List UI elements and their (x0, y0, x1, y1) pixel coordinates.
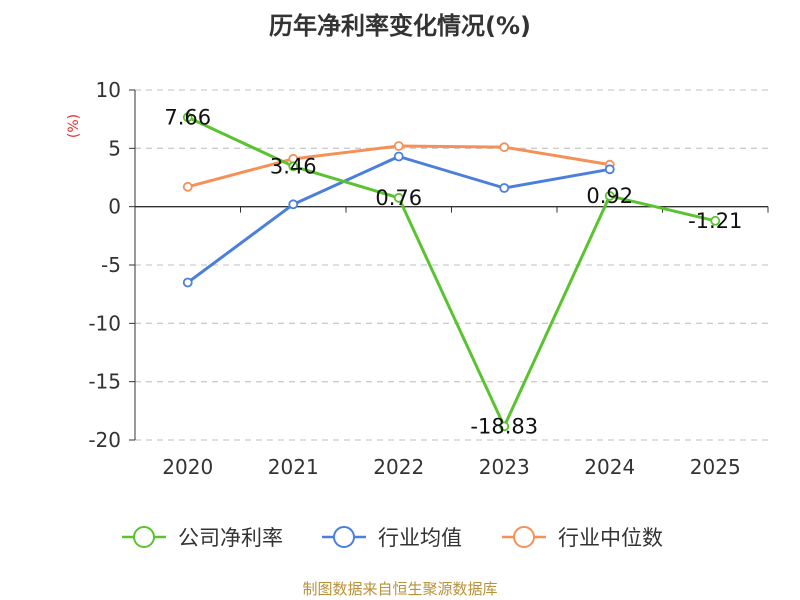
series-1 (182, 151, 615, 288)
data-label: 7.66 (164, 105, 211, 129)
legend-label: 行业中位数 (558, 526, 663, 550)
data-point (604, 164, 615, 175)
x-tick-label: 2021 (268, 455, 319, 479)
x-tick-label: 2020 (162, 455, 213, 479)
y-tick-label: 5 (108, 136, 121, 160)
data-point (710, 215, 721, 226)
legend-label: 公司净利率 (178, 526, 283, 550)
legend-marker (133, 526, 155, 548)
data-label: -18.83 (470, 414, 538, 438)
legend-marker (513, 526, 535, 548)
data-point (499, 142, 510, 153)
x-tick-label: 2022 (373, 455, 424, 479)
legend-label: 行业均值 (378, 526, 462, 550)
data-point (393, 141, 404, 151)
legend-item-0: 公司净利率 (122, 526, 283, 550)
data-label: 3.46 (270, 154, 317, 178)
source-note: 制图数据来自恒生聚源数据库 (302, 580, 497, 598)
y-tick-label: -5 (101, 253, 121, 277)
y-tick-label: 10 (96, 78, 121, 102)
data-point (499, 421, 510, 432)
data-label: 0.92 (586, 184, 633, 208)
data-point (182, 277, 193, 288)
data-point (182, 181, 193, 192)
legend-item-1: 行业均值 (322, 526, 462, 550)
axes: 10 5 0 -5 -10 -15 -20 2020 2021 2022 2023 2024 2025 (88, 78, 769, 479)
x-tick-label: 2024 (584, 455, 635, 479)
x-tick-label: 2025 (690, 455, 741, 479)
data-point (393, 192, 404, 203)
data-point (182, 112, 193, 123)
series-0 (182, 112, 721, 432)
grid-lines (135, 89, 768, 441)
data-point (499, 183, 510, 193)
legend: 公司净利率 行业均值 行业中位数 (122, 526, 663, 550)
data-label: 0.76 (375, 186, 422, 210)
data-labels: 7.66 3.46 0.76 -18.83 0.92 -1.21 (164, 105, 742, 438)
y-tick-label: -15 (88, 370, 121, 394)
data-point (393, 151, 404, 162)
x-tick-label: 2023 (479, 455, 530, 479)
data-point (288, 199, 299, 210)
series-line (186, 155, 611, 284)
series-2 (182, 141, 615, 192)
legend-item-2: 行业中位数 (502, 526, 663, 550)
chart-title: 历年净利率变化情况(%) (269, 12, 531, 40)
series-line (187, 115, 716, 428)
data-label: -1.21 (688, 209, 742, 233)
data-point (604, 191, 615, 201)
series-layer (182, 112, 721, 432)
legend-marker (333, 526, 355, 548)
y-tick-label: -10 (88, 311, 121, 335)
y-axis-unit: (%) (66, 114, 82, 138)
y-tick-label: 0 (108, 195, 121, 219)
y-tick-label: -20 (88, 428, 121, 452)
data-point (288, 161, 299, 172)
